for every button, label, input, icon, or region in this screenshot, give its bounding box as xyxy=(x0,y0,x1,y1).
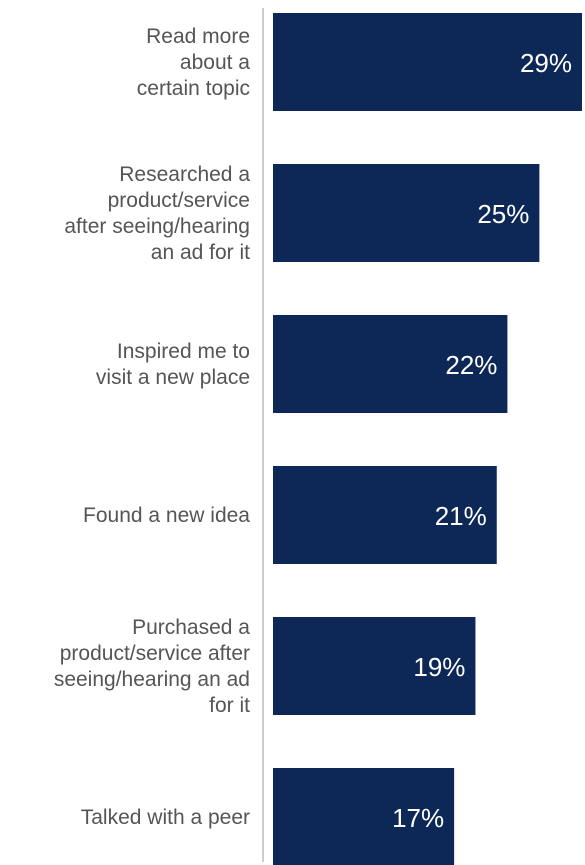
category-label-3-line-0: Found a new idea xyxy=(83,504,250,527)
value-label-3: 21% xyxy=(435,501,487,531)
category-label-5-line-0: Talked with a peer xyxy=(81,806,250,829)
value-label-5: 17% xyxy=(392,803,444,833)
category-label-4-line-0: Purchased a xyxy=(132,616,250,639)
bar-3 xyxy=(273,466,497,564)
bar-5 xyxy=(273,768,455,865)
bar-4 xyxy=(273,617,476,715)
category-label-1-line-3: an ad for it xyxy=(151,241,250,264)
category-label-4-line-1: product/service after xyxy=(60,642,250,665)
value-label-0: 29% xyxy=(520,48,572,78)
category-label-1: Researched a product/service after seeing/… xyxy=(64,163,250,264)
category-label-0-line-0: Read more xyxy=(146,25,250,48)
category-label-4-line-3: for it xyxy=(209,694,250,717)
value-label-2: 22% xyxy=(445,350,497,380)
category-label-1-line-2: after seeing/hearing xyxy=(64,215,250,238)
category-label-2-line-0: Inspired me to xyxy=(117,340,250,363)
category-label-4-line-2: seeing/hearing an ad xyxy=(54,668,250,691)
value-label-4: 19% xyxy=(413,652,465,682)
category-label-0-line-1: about a xyxy=(180,51,250,74)
category-label-5: Talked with a peer xyxy=(81,806,250,829)
category-label-2: Inspired me to visit a new place xyxy=(96,340,250,389)
category-label-0: Read more about a certain topic xyxy=(137,25,251,100)
bar-1 xyxy=(273,164,540,262)
category-labels-group: Read more about a certain topic Researched … xyxy=(54,25,250,829)
category-label-1-line-0: Researched a xyxy=(119,163,250,186)
category-label-4: Purchased a product/service after seeing/h… xyxy=(54,616,250,717)
bar-0 xyxy=(273,13,582,111)
bars-group xyxy=(273,13,582,865)
category-label-3: Found a new idea xyxy=(83,504,250,527)
value-label-1: 25% xyxy=(477,199,529,229)
bar-2 xyxy=(273,315,508,413)
category-label-2-line-1: visit a new place xyxy=(96,366,250,389)
category-label-1-line-1: product/service xyxy=(108,189,250,212)
value-labels-group: 29% 25% 22% 21% 19% 17% xyxy=(392,48,572,833)
category-label-0-line-2: certain topic xyxy=(137,77,250,100)
